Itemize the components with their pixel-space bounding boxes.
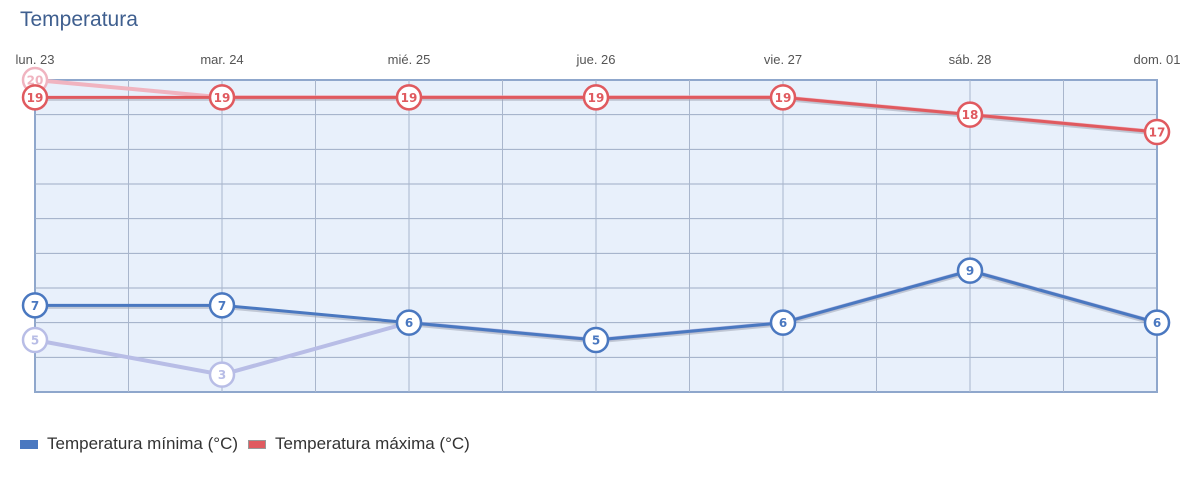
data-point [956, 101, 984, 128]
legend: Temperatura mínima (°C) Temperatura máxi… [20, 434, 480, 454]
data-label: 19 [401, 91, 418, 105]
legend-label-max: Temperatura máxima (°C) [275, 434, 470, 453]
data-point [1143, 309, 1171, 336]
x-tick-label: lun. 23 [15, 52, 54, 67]
data-label: 18 [962, 108, 979, 122]
data-point [21, 292, 49, 319]
data-label: 7 [31, 299, 39, 313]
faded-data-label: 5 [31, 334, 39, 348]
faded-data-label: 20 [27, 74, 44, 88]
x-tick-label: mar. 24 [200, 52, 243, 67]
x-tick-label: vie. 27 [764, 52, 802, 67]
legend-item-min[interactable]: Temperatura mínima (°C) [20, 434, 238, 454]
faded-data-point [21, 326, 49, 354]
data-label: 19 [588, 91, 605, 105]
data-label: 19 [214, 91, 231, 105]
legend-swatch-min [20, 439, 38, 449]
data-label: 19 [27, 91, 44, 105]
data-point [208, 292, 236, 319]
data-label: 7 [218, 299, 226, 313]
data-point [21, 84, 49, 111]
x-tick-label: sáb. 28 [949, 52, 992, 67]
faded-data-point [208, 361, 236, 388]
data-point [208, 84, 236, 111]
data-point [582, 84, 610, 111]
data-label: 6 [779, 316, 787, 330]
legend-swatch-max [248, 439, 267, 449]
data-point [769, 84, 797, 111]
data-label: 17 [1149, 126, 1166, 140]
data-label: 6 [1153, 316, 1161, 330]
chart-title: Temperatura [20, 8, 138, 31]
legend-item-max[interactable]: Temperatura máxima (°C) [248, 434, 470, 454]
data-point [395, 309, 423, 336]
data-point [769, 309, 797, 336]
faded-data-label: 3 [218, 368, 226, 382]
data-label: 6 [405, 316, 413, 330]
x-tick-label: jue. 26 [575, 52, 615, 67]
legend-label-min: Temperatura mínima (°C) [47, 434, 239, 453]
data-point [582, 326, 610, 354]
data-point [956, 257, 984, 284]
x-tick-label: dom. 01 [1134, 52, 1181, 67]
data-label: 9 [966, 264, 974, 278]
x-tick-label: mié. 25 [388, 52, 431, 67]
data-label: 19 [775, 91, 792, 105]
data-point [395, 84, 423, 111]
temperature-chart: lun. 23 mar. 24 mié. 25 jue. 26 vie. 27 sáb. … [15, 52, 1181, 393]
data-label: 5 [592, 334, 600, 348]
data-point [1143, 118, 1171, 146]
